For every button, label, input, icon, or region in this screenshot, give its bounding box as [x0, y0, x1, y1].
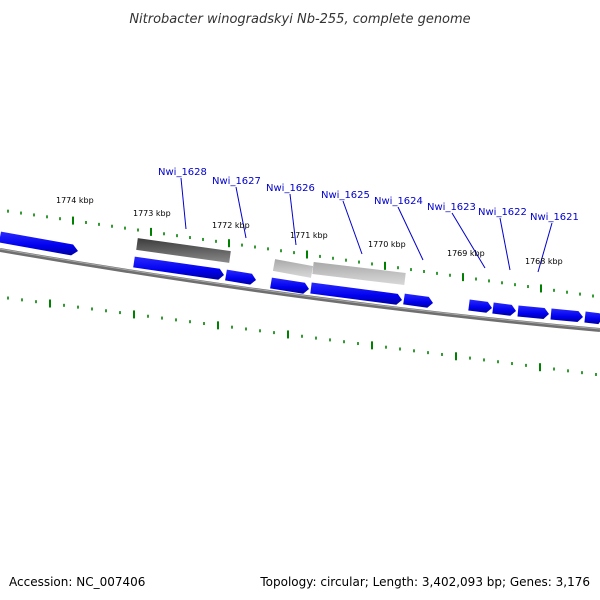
- gene-label[interactable]: Nwi_1623: [427, 202, 476, 213]
- tick-marks-inner: [7, 296, 597, 376]
- kbp-label: 1770 kbp: [368, 240, 406, 249]
- gene-arrow[interactable]: [270, 277, 309, 294]
- gene-label[interactable]: Nwi_1628: [158, 167, 207, 178]
- genome-backbone: [0, 248, 600, 332]
- gene-label-leader: [289, 193, 297, 246]
- accession-text: Accession: NC_007406: [9, 575, 146, 589]
- gene-label-leader: [180, 177, 187, 230]
- gene-arrow[interactable]: [468, 299, 492, 313]
- gene-label[interactable]: Nwi_1625: [321, 190, 370, 201]
- kbp-label: 1773 kbp: [133, 209, 171, 218]
- gene-label[interactable]: Nwi_1622: [478, 207, 527, 218]
- gene-label-leader: [342, 200, 363, 255]
- gene-arrow[interactable]: [0, 231, 78, 256]
- kbp-label: 1772 kbp: [212, 221, 250, 230]
- kbp-label: 1774 kbp: [56, 196, 94, 205]
- gene-arrow[interactable]: [225, 269, 256, 285]
- gene-label[interactable]: Nwi_1621: [530, 212, 579, 223]
- gene-arrow[interactable]: [133, 256, 224, 280]
- gene-label-leader: [235, 186, 247, 239]
- gene-label[interactable]: Nwi_1624: [374, 196, 423, 207]
- gene-label[interactable]: Nwi_1627: [212, 176, 261, 187]
- gene-label-leader: [397, 206, 424, 261]
- gene-arrow[interactable]: [584, 311, 600, 325]
- gene-arrow[interactable]: [550, 308, 584, 323]
- gene-label-leader: [537, 222, 553, 273]
- gene-label-leaders: [180, 177, 553, 273]
- genome-summary-text: Topology: circular; Length: 3,402,093 bp…: [260, 575, 590, 589]
- genome-title: Nitrobacter winogradskyi Nb-255, complet…: [129, 12, 470, 27]
- gene-label-leader: [451, 212, 486, 269]
- gene-features: [0, 231, 600, 325]
- kbp-labels: 1774 kbp 1773 kbp 1772 kbp 1771 kbp 1770…: [56, 196, 563, 266]
- genome-backbone-highlight: [0, 248, 600, 330]
- kbp-label: 1769 kbp: [447, 249, 485, 258]
- gene-light-feature[interactable]: [312, 262, 406, 285]
- tick-marks-outer: [7, 209, 594, 298]
- gene-arrow[interactable]: [310, 282, 402, 305]
- gene-label[interactable]: Nwi_1626: [266, 183, 315, 194]
- gene-light-feature[interactable]: [272, 259, 314, 278]
- gene-label-leader: [499, 217, 511, 271]
- gene-arrow[interactable]: [492, 302, 516, 316]
- kbp-label: 1768 kbp: [525, 257, 563, 266]
- kbp-label: 1771 kbp: [290, 231, 328, 240]
- gene-dark-feature[interactable]: [136, 238, 231, 263]
- gene-arrow[interactable]: [403, 293, 433, 308]
- gene-labels: Nwi_1628 Nwi_1627 Nwi_1626 Nwi_1625 Nwi_…: [158, 167, 579, 223]
- gene-arrow[interactable]: [517, 305, 550, 320]
